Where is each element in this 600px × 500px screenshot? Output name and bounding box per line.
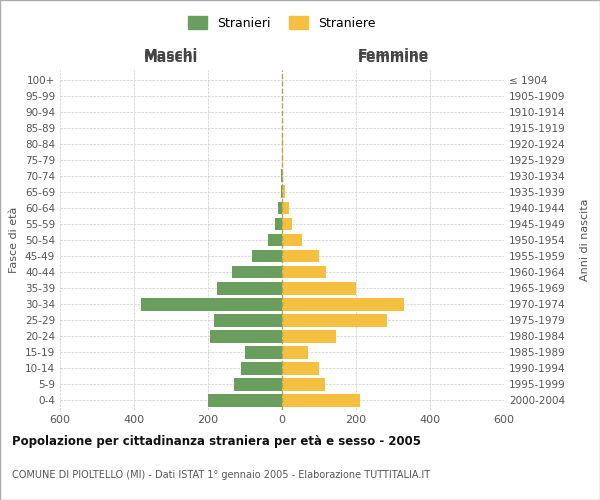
Bar bbox=[278, 202, 282, 214]
Bar bbox=[282, 250, 319, 262]
Text: Maschi: Maschi bbox=[144, 48, 198, 62]
Bar bbox=[282, 330, 335, 342]
Bar bbox=[217, 282, 282, 294]
Bar bbox=[282, 186, 285, 198]
Text: Maschi: Maschi bbox=[144, 51, 198, 65]
Bar bbox=[142, 298, 282, 310]
Bar bbox=[282, 138, 283, 150]
Bar bbox=[282, 298, 404, 310]
Bar bbox=[275, 218, 282, 230]
Bar bbox=[282, 234, 302, 246]
Text: Popolazione per cittadinanza straniera per età e sesso - 2005: Popolazione per cittadinanza straniera p… bbox=[12, 435, 421, 448]
Bar bbox=[282, 282, 356, 294]
Bar bbox=[208, 394, 282, 407]
Bar bbox=[214, 314, 282, 326]
Bar bbox=[241, 362, 282, 374]
Bar bbox=[282, 266, 326, 278]
Bar bbox=[282, 346, 308, 358]
Text: Femmine: Femmine bbox=[358, 51, 428, 65]
Text: COMUNE DI PIOLTELLO (MI) - Dati ISTAT 1° gennaio 2005 - Elaborazione TUTTITALIA.: COMUNE DI PIOLTELLO (MI) - Dati ISTAT 1°… bbox=[12, 470, 430, 480]
Bar bbox=[282, 314, 388, 326]
Bar bbox=[268, 234, 282, 246]
Bar bbox=[282, 202, 289, 214]
Bar bbox=[282, 362, 319, 374]
Bar bbox=[282, 378, 325, 391]
Bar bbox=[282, 394, 360, 407]
Y-axis label: Anni di nascita: Anni di nascita bbox=[580, 198, 590, 281]
Bar bbox=[234, 378, 282, 391]
Bar bbox=[245, 346, 282, 358]
Bar bbox=[281, 186, 282, 198]
Y-axis label: Fasce di età: Fasce di età bbox=[10, 207, 19, 273]
Legend: Stranieri, Straniere: Stranieri, Straniere bbox=[184, 11, 380, 35]
Bar bbox=[253, 250, 282, 262]
Text: Femmine: Femmine bbox=[358, 48, 428, 62]
Bar bbox=[282, 218, 292, 230]
Bar bbox=[210, 330, 282, 342]
Bar bbox=[232, 266, 282, 278]
Bar bbox=[282, 154, 283, 166]
Bar bbox=[282, 170, 283, 182]
Bar bbox=[281, 170, 282, 182]
